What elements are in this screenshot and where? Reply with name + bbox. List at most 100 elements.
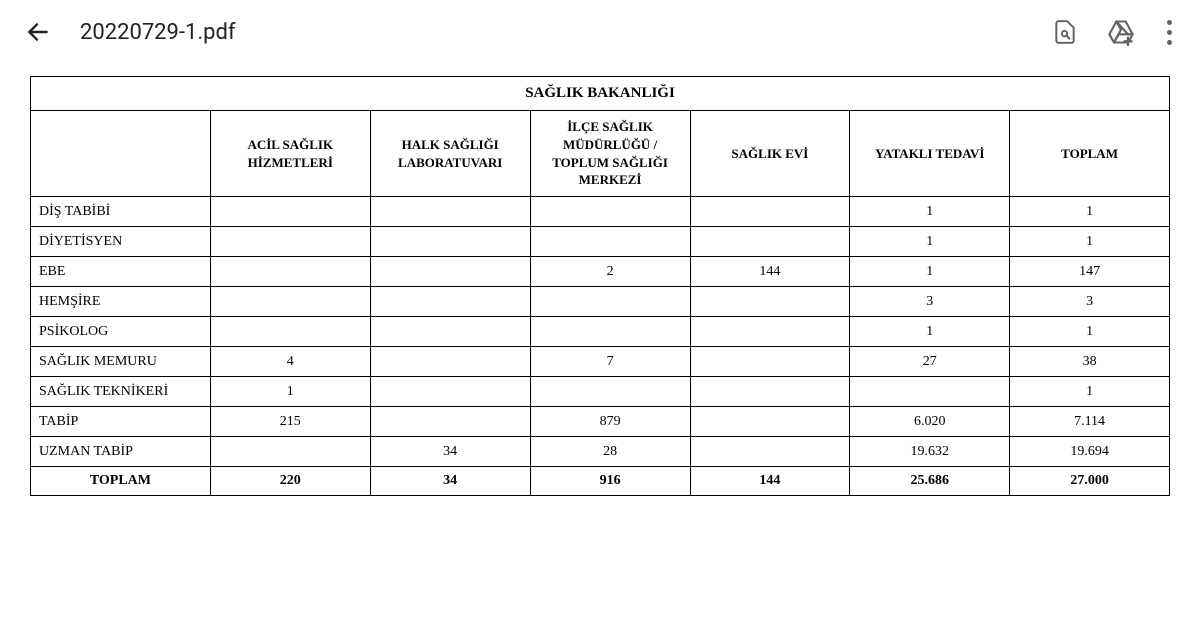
health-ministry-table: SAĞLIK BAKANLIĞI ACİL SAĞLIK HİZMETLERİ … — [30, 76, 1170, 496]
data-cell — [370, 377, 530, 407]
data-cell: 1 — [850, 257, 1010, 287]
data-cell: 27 — [850, 347, 1010, 377]
data-cell — [210, 227, 370, 257]
data-cell — [370, 347, 530, 377]
data-cell: 19.694 — [1010, 437, 1170, 467]
row-label: SAĞLIK TEKNİKERİ — [31, 377, 211, 407]
header-col-4: YATAKLI TEDAVİ — [850, 111, 1010, 197]
data-cell: 1 — [850, 197, 1010, 227]
table-title: SAĞLIK BAKANLIĞI — [31, 77, 1170, 111]
data-cell: 28 — [530, 437, 690, 467]
header-col-3: SAĞLIK EVİ — [690, 111, 850, 197]
table-row: DİŞ TABİBİ 11 — [31, 197, 1170, 227]
kebab-dot — [1167, 20, 1172, 25]
data-cell — [690, 347, 850, 377]
drive-button[interactable] — [1107, 18, 1135, 46]
row-label: PSİKOLOG — [31, 317, 211, 347]
row-label: SAĞLIK MEMURU — [31, 347, 211, 377]
header-col-0: ACİL SAĞLIK HİZMETLERİ — [210, 111, 370, 197]
data-cell — [370, 257, 530, 287]
data-cell: 34 — [370, 437, 530, 467]
table-row: EBE 21441147 — [31, 257, 1170, 287]
data-cell: 1 — [1010, 377, 1170, 407]
toolbar-right — [1051, 16, 1176, 49]
data-cell — [210, 317, 370, 347]
find-button[interactable] — [1051, 18, 1079, 46]
data-cell — [530, 317, 690, 347]
data-cell: 4 — [210, 347, 370, 377]
total-cell: 220 — [210, 467, 370, 496]
row-label: DİŞ TABİBİ — [31, 197, 211, 227]
arrow-left-icon — [25, 19, 51, 45]
more-menu-button[interactable] — [1163, 16, 1176, 49]
row-label: UZMAN TABİP — [31, 437, 211, 467]
total-cell: 34 — [370, 467, 530, 496]
table-row: HEMŞİRE 33 — [31, 287, 1170, 317]
data-cell — [850, 377, 1010, 407]
data-cell — [690, 197, 850, 227]
data-cell: 1 — [210, 377, 370, 407]
table-total-row: TOPLAM2203491614425.68627.000 — [31, 467, 1170, 496]
data-cell — [690, 407, 850, 437]
table-row: UZMAN TABİP 3428 19.63219.694 — [31, 437, 1170, 467]
data-cell: 7.114 — [1010, 407, 1170, 437]
pdf-viewer-toolbar: 20220729-1.pdf — [0, 0, 1200, 64]
data-cell — [370, 197, 530, 227]
total-cell: 916 — [530, 467, 690, 496]
data-cell — [370, 227, 530, 257]
data-cell: 144 — [690, 257, 850, 287]
row-label: EBE — [31, 257, 211, 287]
data-cell: 19.632 — [850, 437, 1010, 467]
data-cell: 1 — [1010, 317, 1170, 347]
data-cell: 215 — [210, 407, 370, 437]
table-title-row: SAĞLIK BAKANLIĞI — [31, 77, 1170, 111]
table-row: PSİKOLOG 11 — [31, 317, 1170, 347]
data-cell — [690, 437, 850, 467]
data-cell — [690, 317, 850, 347]
data-cell — [530, 287, 690, 317]
toolbar-left: 20220729-1.pdf — [24, 18, 1027, 46]
header-col-2: İLÇE SAĞLIK MÜDÜRLÜĞÜ / TOPLUM SAĞLIĞI M… — [530, 111, 690, 197]
data-cell: 38 — [1010, 347, 1170, 377]
data-cell: 147 — [1010, 257, 1170, 287]
total-cell: 25.686 — [850, 467, 1010, 496]
document-area: SAĞLIK BAKANLIĞI ACİL SAĞLIK HİZMETLERİ … — [0, 64, 1200, 496]
table-row: TABİP2158796.0207.114 — [31, 407, 1170, 437]
data-cell — [690, 287, 850, 317]
drive-add-icon — [1107, 17, 1135, 47]
back-button[interactable] — [24, 18, 52, 46]
data-cell: 1 — [850, 227, 1010, 257]
data-cell: 7 — [530, 347, 690, 377]
file-title: 20220729-1.pdf — [80, 20, 236, 45]
data-cell — [370, 407, 530, 437]
data-cell — [210, 437, 370, 467]
header-empty — [31, 111, 211, 197]
table-head: SAĞLIK BAKANLIĞI ACİL SAĞLIK HİZMETLERİ … — [31, 77, 1170, 197]
data-cell: 3 — [850, 287, 1010, 317]
table-header-row: ACİL SAĞLIK HİZMETLERİ HALK SAĞLIĞI LABO… — [31, 111, 1170, 197]
data-cell — [210, 257, 370, 287]
data-cell: 1 — [1010, 197, 1170, 227]
data-cell: 2 — [530, 257, 690, 287]
data-cell: 6.020 — [850, 407, 1010, 437]
row-label: HEMŞİRE — [31, 287, 211, 317]
data-cell — [370, 287, 530, 317]
table-body: DİŞ TABİBİ11DİYETİSYEN11EBE21441147HEMŞİ… — [31, 197, 1170, 496]
row-label: DİYETİSYEN — [31, 227, 211, 257]
data-cell: 1 — [850, 317, 1010, 347]
total-label: TOPLAM — [31, 467, 211, 496]
header-col-1: HALK SAĞLIĞI LABORATUVARI — [370, 111, 530, 197]
data-cell — [530, 197, 690, 227]
data-cell: 1 — [1010, 227, 1170, 257]
data-cell: 3 — [1010, 287, 1170, 317]
data-cell — [690, 377, 850, 407]
find-in-page-icon — [1052, 19, 1078, 45]
data-cell — [690, 227, 850, 257]
table-row: SAĞLIK MEMURU4 7 2738 — [31, 347, 1170, 377]
data-cell — [370, 317, 530, 347]
kebab-dot — [1167, 40, 1172, 45]
data-cell — [210, 197, 370, 227]
data-cell — [530, 377, 690, 407]
kebab-dot — [1167, 30, 1172, 35]
data-cell: 879 — [530, 407, 690, 437]
